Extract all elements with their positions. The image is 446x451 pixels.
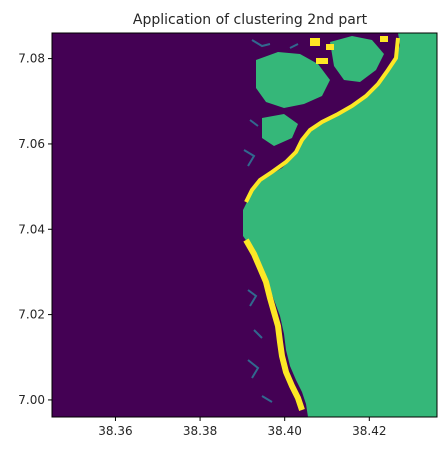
x-tick-label: 38.42 [352,424,386,438]
yellow-spot [326,44,334,50]
chart-title: Application of clustering 2nd part [133,12,368,28]
y-tick-label: 7.08 [18,52,45,66]
x-tick-label: 38.38 [183,424,217,438]
plot-frame [51,32,438,418]
coast-yellow-lower [243,238,305,411]
coast-blue-upper [243,39,299,167]
yellow-spot [380,36,388,42]
x-axis: 38.36 38.38 38.40 38.42 [98,417,386,438]
yellow-spot [310,38,320,46]
x-tick-label: 38.36 [98,424,132,438]
y-tick-label: 7.04 [18,222,45,236]
plot-area [52,33,437,417]
green-patch-3 [262,114,298,146]
green-patch-1 [256,52,330,108]
coast-yellow-upper [244,37,400,203]
y-tick-label: 7.06 [18,137,45,151]
x-tick-label: 38.40 [268,424,302,438]
y-axis: 7.00 7.02 7.04 7.06 7.08 [18,52,52,407]
y-tick-label: 7.02 [18,308,45,322]
coast-blue-lower [247,289,273,403]
y-tick-label: 7.00 [18,393,45,407]
cluster-region-left [52,33,243,417]
yellow-spot [316,58,328,64]
green-patch-2 [330,36,384,82]
